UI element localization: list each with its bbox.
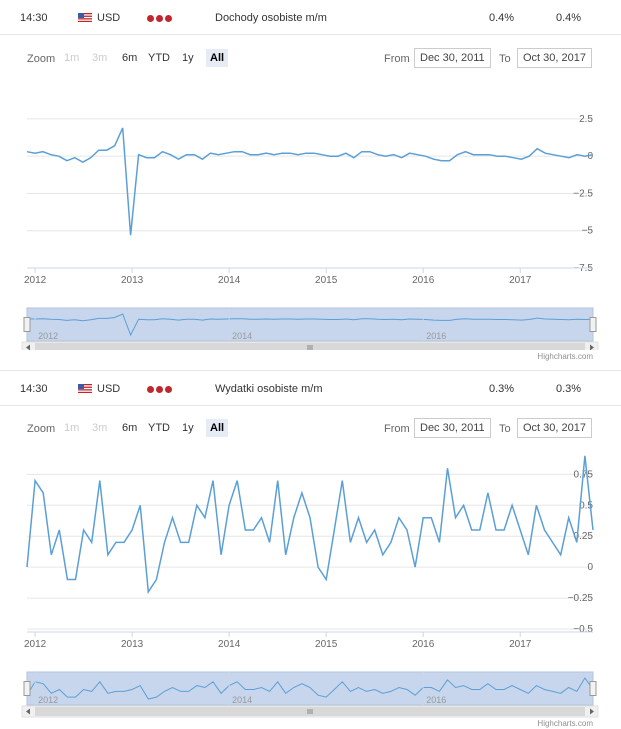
scroll-left-icon[interactable] — [26, 708, 30, 715]
zoom-1m-button[interactable]: 1m — [64, 52, 80, 64]
y-tick-label: −2.5 — [573, 188, 593, 199]
event-actual: 0.3% — [489, 383, 515, 395]
us-flag-icon — [78, 384, 92, 393]
to-label: To — [499, 53, 511, 65]
zoom-1y-button[interactable]: 1y — [182, 422, 194, 434]
series-line — [26, 127, 594, 236]
us-flag-icon — [78, 13, 92, 22]
zoom-all-button[interactable]: All — [206, 49, 229, 67]
importance-icon — [147, 13, 174, 25]
event-currency: USD — [97, 12, 121, 24]
scroll-left-icon[interactable] — [26, 344, 30, 351]
event-name: Dochody osobiste m/m — [215, 12, 327, 24]
zoom-all-button[interactable]: All — [206, 419, 229, 437]
navigator-series — [26, 313, 594, 337]
zoom-ytd-button[interactable]: YTD — [148, 52, 170, 64]
x-tick-label: 2016 — [412, 639, 435, 650]
event-time: 14:30 — [20, 12, 48, 24]
importance-icon — [147, 384, 174, 396]
event-row[interactable]: 14:30 USD Dochody osobiste m/m 0.4% 0.4% — [0, 0, 621, 35]
x-tick-label: 2016 — [412, 275, 435, 286]
event-currency: USD — [97, 383, 121, 395]
range-selector: Zoom 1m 3m 6m YTD 1y All From Dec 30, 20… — [0, 44, 621, 70]
zoom-6m-button[interactable]: 6m — [122, 52, 138, 64]
y-tick-label: 2.5 — [579, 114, 593, 125]
x-tick-label: 2015 — [315, 275, 338, 286]
y-tick-label: 0.5 — [579, 500, 593, 511]
zoom-1m-button[interactable]: 1m — [64, 422, 80, 434]
to-label: To — [499, 423, 511, 435]
income-panel: 14:30 USD Dochody osobiste m/m 0.4% 0.4%… — [0, 0, 621, 361]
from-date-input[interactable]: Dec 30, 2011 — [414, 418, 491, 438]
event-actual: 0.4% — [489, 12, 515, 24]
x-tick-label: 2012 — [24, 639, 47, 650]
event-name: Wydatki osobiste m/m — [215, 383, 323, 395]
credits-link[interactable]: Highcharts.com — [537, 719, 593, 728]
navigator-range — [26, 307, 594, 342]
scroll-right-icon[interactable] — [590, 708, 594, 715]
zoom-3m-button[interactable]: 3m — [92, 422, 108, 434]
event-time: 14:30 — [20, 383, 48, 395]
x-tick-label: 2014 — [218, 639, 241, 650]
credits-link[interactable]: Highcharts.com — [537, 352, 593, 361]
navigator-range — [26, 671, 594, 706]
event-forecast: 0.4% — [556, 12, 582, 24]
zoom-6m-button[interactable]: 6m — [122, 422, 138, 434]
x-tick-label: 2017 — [509, 275, 532, 286]
to-date-input[interactable]: Oct 30, 2017 — [517, 418, 592, 438]
range-selector: Zoom 1m 3m 6m YTD 1y All From Dec 30, 20… — [0, 414, 621, 440]
navigator-tick-label: 2016 — [426, 695, 446, 705]
y-tick-label: 0.25 — [574, 531, 594, 542]
zoom-label: Zoom — [27, 53, 56, 65]
event-row[interactable]: 14:30 USD Wydatki osobiste m/m 0.3% 0.3% — [0, 370, 621, 406]
from-label: From — [384, 53, 410, 65]
navigator-left-handle[interactable] — [23, 681, 31, 696]
y-tick-label: −0.25 — [568, 593, 594, 604]
scroll-right-icon[interactable] — [590, 344, 594, 351]
to-date-input[interactable]: Oct 30, 2017 — [517, 48, 592, 68]
y-tick-label: 0 — [587, 151, 593, 162]
spending-panel: 14:30 USD Wydatki osobiste m/m 0.3% 0.3%… — [0, 370, 621, 729]
from-date-input[interactable]: Dec 30, 2011 — [414, 48, 491, 68]
zoom-label: Zoom — [27, 423, 56, 435]
x-tick-label: 2014 — [218, 275, 241, 286]
zoom-1y-button[interactable]: 1y — [182, 52, 194, 64]
y-tick-label: 0 — [587, 562, 593, 573]
event-forecast: 0.3% — [556, 383, 582, 395]
x-tick-label: 2012 — [24, 275, 47, 286]
zoom-ytd-button[interactable]: YTD — [148, 422, 170, 434]
from-label: From — [384, 423, 410, 435]
navigator-tick-label: 2014 — [232, 331, 252, 341]
navigator-left-handle[interactable] — [23, 317, 31, 332]
x-tick-label: 2013 — [121, 275, 144, 286]
navigator-tick-label: 2012 — [38, 695, 58, 705]
x-tick-label: 2017 — [509, 639, 532, 650]
navigator-right-handle[interactable] — [589, 317, 597, 332]
navigator-tick-label: 2016 — [426, 331, 446, 341]
x-tick-label: 2013 — [121, 639, 144, 650]
zoom-3m-button[interactable]: 3m — [92, 52, 108, 64]
y-tick-label: −0.5 — [573, 624, 593, 635]
series-line — [26, 455, 594, 595]
navigator-right-handle[interactable] — [589, 681, 597, 696]
navigator-tick-label: 2012 — [38, 331, 58, 341]
y-tick-label: −5 — [582, 226, 594, 237]
navigator-series — [26, 677, 594, 700]
x-tick-label: 2015 — [315, 639, 338, 650]
navigator-tick-label: 2014 — [232, 695, 252, 705]
